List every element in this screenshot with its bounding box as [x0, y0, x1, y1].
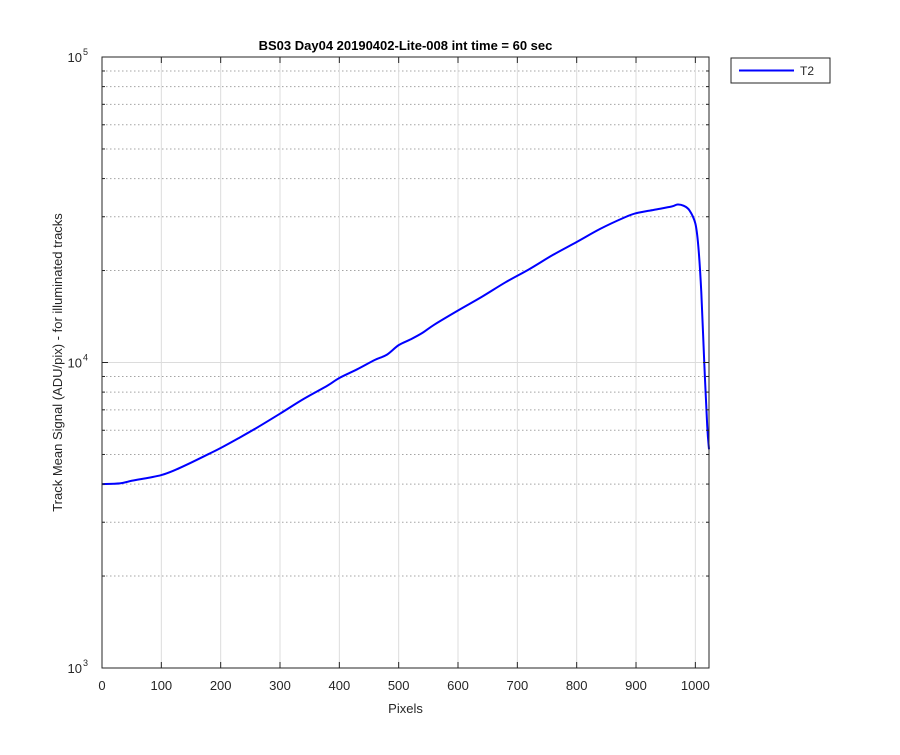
x-tick-label: 300 [269, 678, 291, 693]
legend-entry-t2: T2 [800, 64, 814, 78]
x-tick-label: 200 [210, 678, 232, 693]
x-axis-label: Pixels [388, 701, 423, 716]
y-tick-exponent: 4 [83, 353, 88, 363]
x-tick-label: 500 [388, 678, 410, 693]
y-tick-label: 10 [68, 50, 82, 65]
x-tick-label: 800 [566, 678, 588, 693]
series-layer [101, 203, 710, 486]
grid-lines [102, 57, 709, 668]
y-tick-label: 10 [68, 661, 82, 676]
y-tick-exponent: 5 [83, 47, 88, 57]
x-tick-label: 700 [506, 678, 528, 693]
axis-ticks [101, 56, 709, 669]
x-tick-label: 100 [150, 678, 172, 693]
chart-title: BS03 Day04 20190402-Lite-008 int time = … [259, 38, 553, 53]
x-tick-label: 600 [447, 678, 469, 693]
series-line-t2 [101, 203, 710, 486]
legend[interactable]: T2 [730, 57, 831, 84]
x-tick-label: 1000 [681, 678, 710, 693]
x-tick-label: 900 [625, 678, 647, 693]
x-tick-label: 400 [328, 678, 350, 693]
x-tick-label: 0 [98, 678, 105, 693]
y-tick-label: 10 [68, 356, 82, 371]
y-tick-exponent: 3 [83, 658, 88, 668]
y-axis-label: Track Mean Signal (ADU/pix) - for illumi… [50, 213, 65, 512]
